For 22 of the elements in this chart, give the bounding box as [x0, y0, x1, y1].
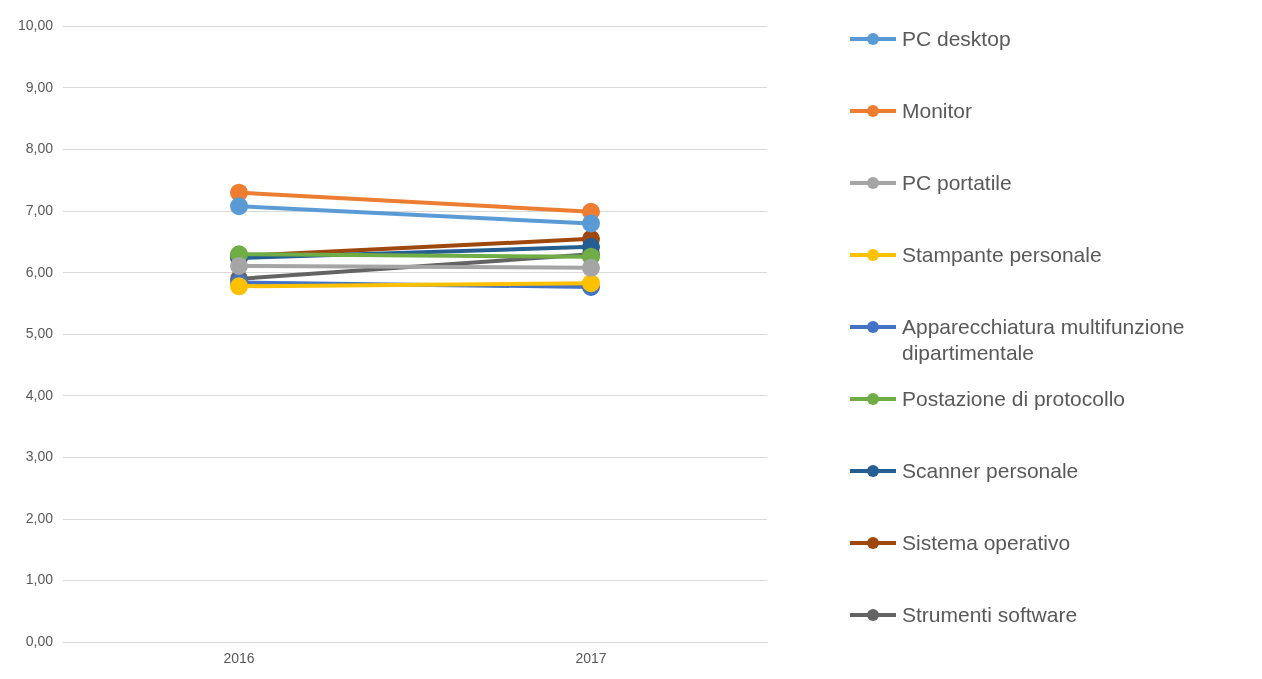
- y-tick-label: 6,00: [25, 263, 54, 280]
- y-tick-label: 4,00: [25, 386, 54, 403]
- legend-label: Monitor: [902, 98, 973, 124]
- legend-label: Sistema operativo: [902, 530, 1071, 556]
- y-tick-label: 10,00: [17, 17, 54, 34]
- legend-label: Strumenti software: [902, 602, 1078, 628]
- y-tick-label: 1,00: [25, 571, 54, 588]
- legend-label: Postazione di protocollo: [902, 386, 1125, 412]
- y-tick-label: 5,00: [25, 325, 54, 342]
- x-tick-label: 2016: [223, 650, 255, 667]
- legend-label: Stampante personale: [902, 242, 1102, 268]
- y-tick-label: 0,00: [25, 633, 54, 650]
- y-tick-label: 8,00: [25, 140, 54, 157]
- legend-label: PC desktop: [902, 26, 1011, 52]
- y-tick-label: 9,00: [25, 78, 54, 95]
- y-tick-label: 3,00: [25, 448, 54, 465]
- legend-label: PC portatile: [902, 170, 1012, 196]
- y-tick-label: 2,00: [25, 509, 54, 526]
- y-tick-label: 7,00: [25, 202, 54, 218]
- x-tick-label: 2017: [575, 650, 607, 667]
- legend-label: Scanner personale: [902, 458, 1079, 484]
- legend-label: Apparecchiatura multifunzione dipartimentale: [902, 314, 1186, 366]
